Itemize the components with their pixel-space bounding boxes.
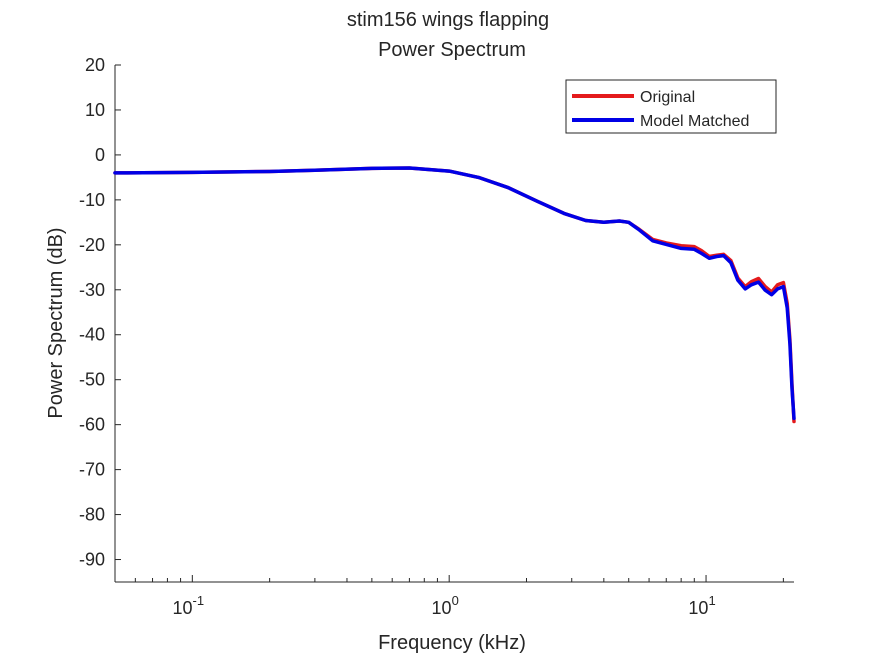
y-axis-ticks: 20 10 0 -10 -20 -30 -40 -50 -60 -70 -80 -90 [79, 55, 121, 570]
x-tick-exponent: 0 [452, 593, 459, 608]
x-axis-label: Frequency (kHz) [378, 632, 526, 654]
x-tick-label: 100 [432, 593, 459, 618]
legend: Original Model Matched [565, 79, 777, 134]
y-tick-label: 10 [85, 100, 105, 120]
x-tick-exponent: 1 [708, 593, 715, 608]
y-tick-label: -80 [79, 505, 105, 525]
legend-label-original: Original [640, 89, 695, 106]
y-axis-label: Power Spectrum (dB) [45, 227, 67, 418]
y-tick-label: -90 [79, 550, 105, 570]
y-tick-label: -40 [79, 325, 105, 345]
y-tick-label: -10 [79, 190, 105, 210]
y-tick-label: 20 [85, 55, 105, 75]
chart-title-line-2: Power Spectrum [378, 39, 526, 61]
series-line-original [113, 166, 796, 424]
y-tick-label: -20 [79, 235, 105, 255]
x-axis-ticks: 10-1 100 101 [114, 575, 784, 618]
x-tick-exponent: -1 [193, 593, 205, 608]
x-tick-label: 101 [688, 593, 715, 618]
legend-box [565, 79, 777, 134]
y-tick-label: -60 [79, 415, 105, 435]
series-lines [113, 166, 796, 424]
y-tick-label: -70 [79, 460, 105, 480]
y-tick-label: -30 [79, 280, 105, 300]
y-tick-label: -50 [79, 370, 105, 390]
legend-label-model-matched: Model Matched [640, 113, 749, 130]
x-tick-label: 10-1 [173, 593, 205, 618]
y-tick-label: 0 [95, 145, 105, 165]
chart-title-line-1: stim156 wings flapping [347, 9, 549, 31]
series-line-model-matched [113, 166, 796, 421]
